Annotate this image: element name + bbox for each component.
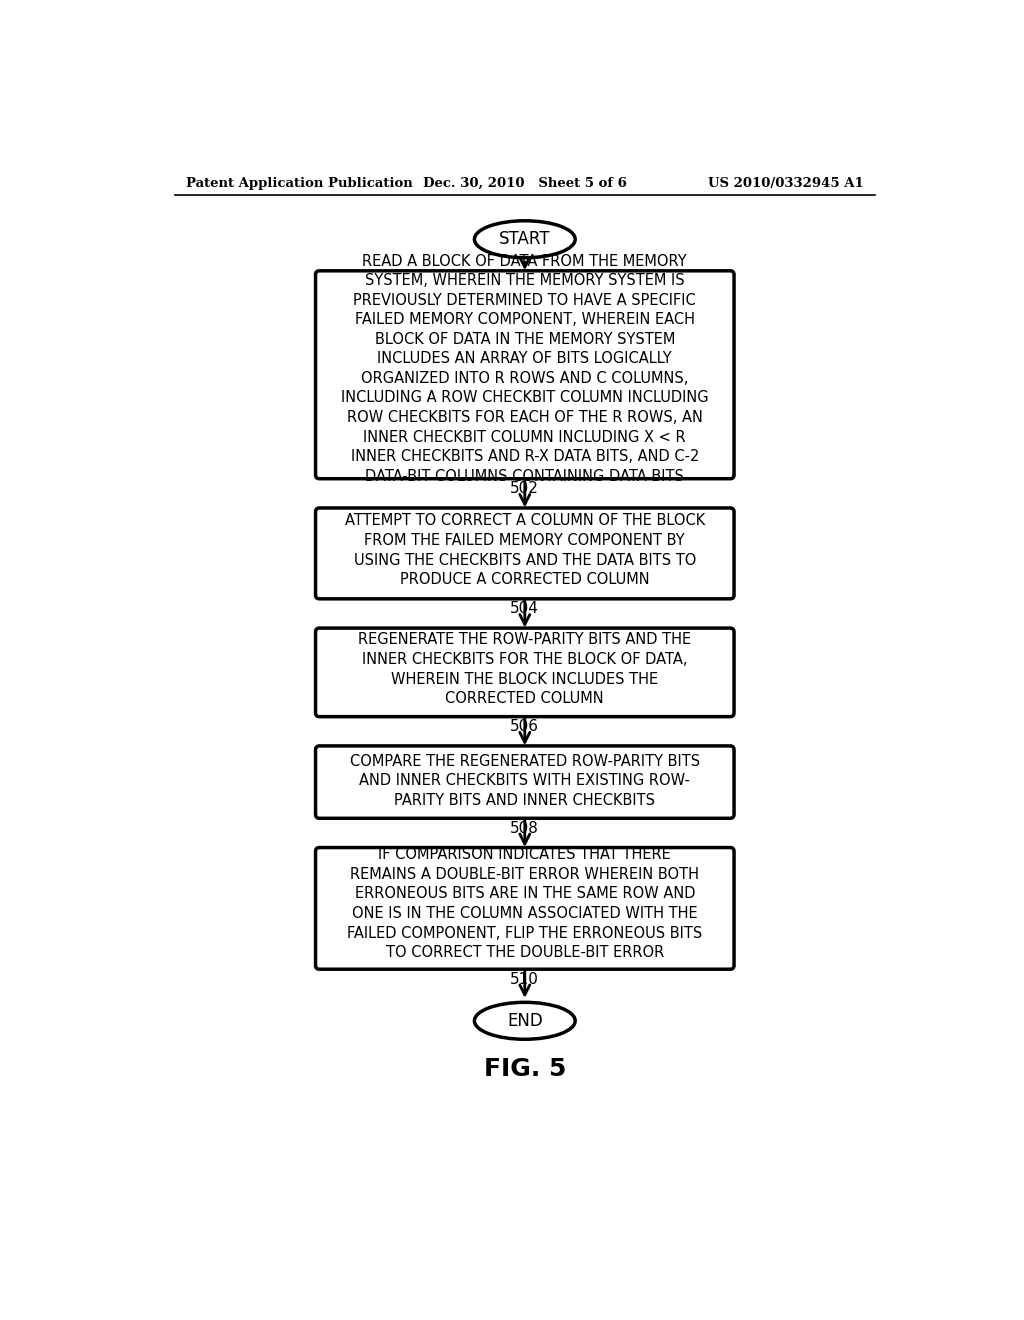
FancyBboxPatch shape xyxy=(315,847,734,969)
Text: 510: 510 xyxy=(510,972,540,987)
Ellipse shape xyxy=(474,1002,575,1039)
Text: 504: 504 xyxy=(510,602,540,616)
Text: 506: 506 xyxy=(510,719,540,734)
Text: IF COMPARISON INDICATES THAT THERE
REMAINS A DOUBLE-BIT ERROR WHEREIN BOTH
ERRON: IF COMPARISON INDICATES THAT THERE REMAI… xyxy=(347,847,702,960)
FancyBboxPatch shape xyxy=(315,628,734,717)
Text: READ A BLOCK OF DATA FROM THE MEMORY
SYSTEM, WHEREIN THE MEMORY SYSTEM IS
PREVIO: READ A BLOCK OF DATA FROM THE MEMORY SYS… xyxy=(341,253,709,483)
Ellipse shape xyxy=(474,220,575,257)
Text: Patent Application Publication: Patent Application Publication xyxy=(186,177,413,190)
Text: START: START xyxy=(499,230,551,248)
FancyBboxPatch shape xyxy=(315,271,734,479)
Text: END: END xyxy=(507,1012,543,1030)
Text: Dec. 30, 2010   Sheet 5 of 6: Dec. 30, 2010 Sheet 5 of 6 xyxy=(423,177,627,190)
Text: US 2010/0332945 A1: US 2010/0332945 A1 xyxy=(709,177,864,190)
Text: ATTEMPT TO CORRECT A COLUMN OF THE BLOCK
FROM THE FAILED MEMORY COMPONENT BY
USI: ATTEMPT TO CORRECT A COLUMN OF THE BLOCK… xyxy=(345,513,705,587)
Text: 508: 508 xyxy=(510,821,540,836)
FancyBboxPatch shape xyxy=(315,508,734,599)
Text: FIG. 5: FIG. 5 xyxy=(483,1056,566,1081)
Text: REGENERATE THE ROW-PARITY BITS AND THE
INNER CHECKBITS FOR THE BLOCK OF DATA,
WH: REGENERATE THE ROW-PARITY BITS AND THE I… xyxy=(358,632,691,706)
Text: COMPARE THE REGENERATED ROW-PARITY BITS
AND INNER CHECKBITS WITH EXISTING ROW-
P: COMPARE THE REGENERATED ROW-PARITY BITS … xyxy=(350,754,699,808)
FancyBboxPatch shape xyxy=(315,746,734,818)
Text: 502: 502 xyxy=(510,482,540,496)
